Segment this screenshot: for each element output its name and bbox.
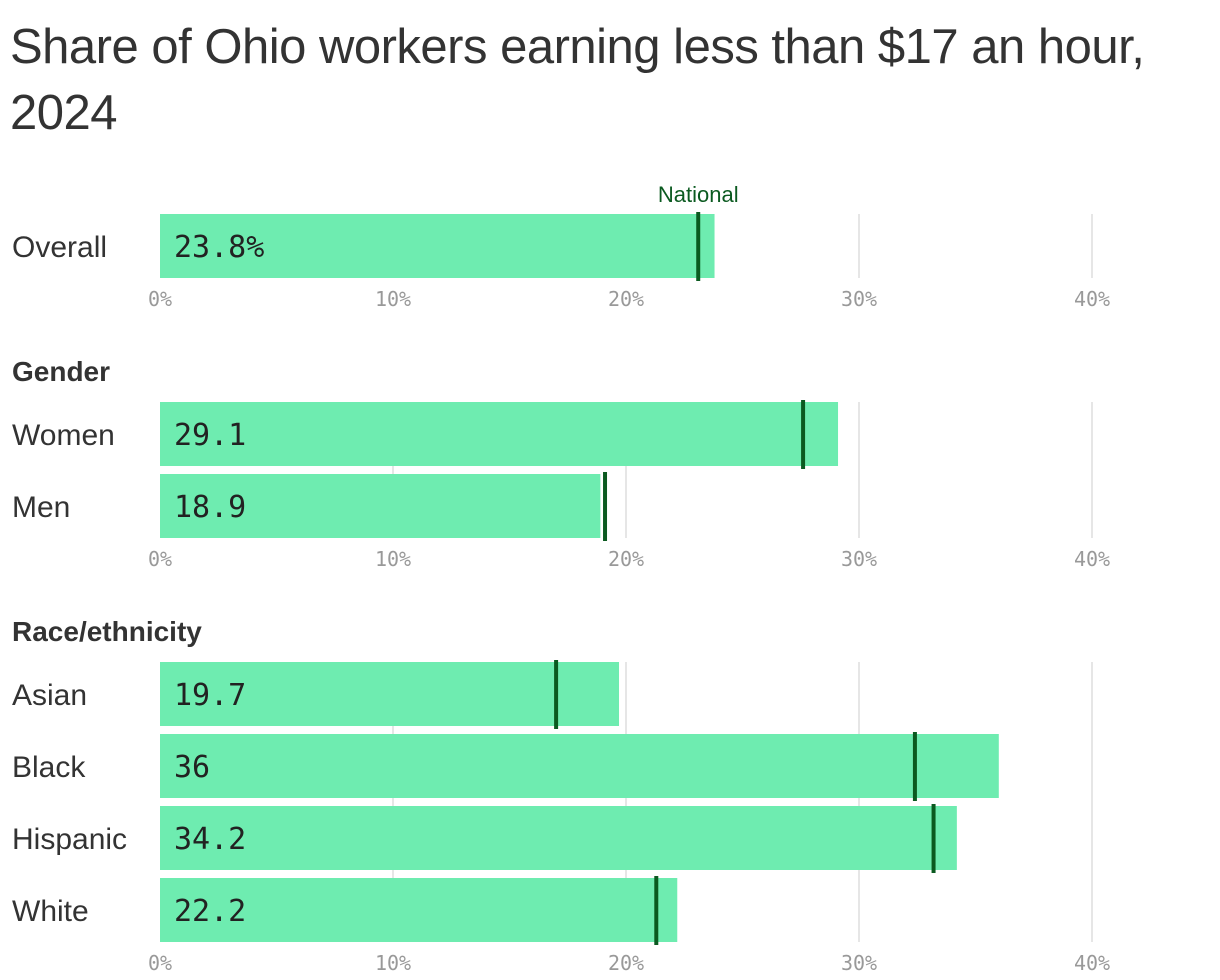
x-tick-label: 40% [1074, 951, 1110, 975]
bar [160, 662, 620, 726]
category-label: Men [12, 491, 70, 524]
value-label: 19.7 [174, 678, 246, 713]
x-tick-label: 0% [148, 547, 172, 571]
x-tick-label: 10% [375, 287, 411, 311]
value-label: 23.8% [174, 230, 264, 265]
x-tick-label: 10% [375, 951, 411, 975]
national-label: National [658, 182, 739, 207]
x-tick-label: 10% [375, 547, 411, 571]
category-label: Hispanic [12, 823, 127, 856]
chart-title: Share of Ohio workers earning less than … [10, 20, 1145, 140]
x-tick-label: 30% [841, 951, 877, 975]
bar [160, 806, 957, 870]
x-tick-label: 40% [1074, 547, 1110, 571]
category-label: Asian [12, 679, 87, 712]
x-tick-label: 40% [1074, 287, 1110, 311]
bar [160, 214, 715, 278]
category-label: Women [12, 419, 115, 452]
x-tick-label: 0% [148, 951, 172, 975]
value-label: 18.9 [174, 490, 246, 525]
group-label: Race/ethnicity [12, 616, 202, 647]
category-label: White [12, 895, 89, 928]
x-tick-label: 30% [841, 287, 877, 311]
value-label: 29.1 [174, 418, 246, 453]
group-label: Gender [12, 356, 110, 387]
value-label: 34.2 [174, 822, 246, 857]
x-tick-label: 30% [841, 547, 877, 571]
bar [160, 878, 678, 942]
bar [160, 402, 839, 466]
bar [160, 474, 601, 538]
x-tick-label: 20% [608, 951, 644, 975]
value-label: 36 [174, 750, 210, 785]
category-label: Black [12, 751, 86, 784]
category-label: Overall [12, 231, 107, 264]
value-label: 22.2 [174, 894, 246, 929]
x-tick-label: 20% [608, 547, 644, 571]
x-tick-label: 0% [148, 287, 172, 311]
bar [160, 734, 999, 798]
x-tick-label: 20% [608, 287, 644, 311]
